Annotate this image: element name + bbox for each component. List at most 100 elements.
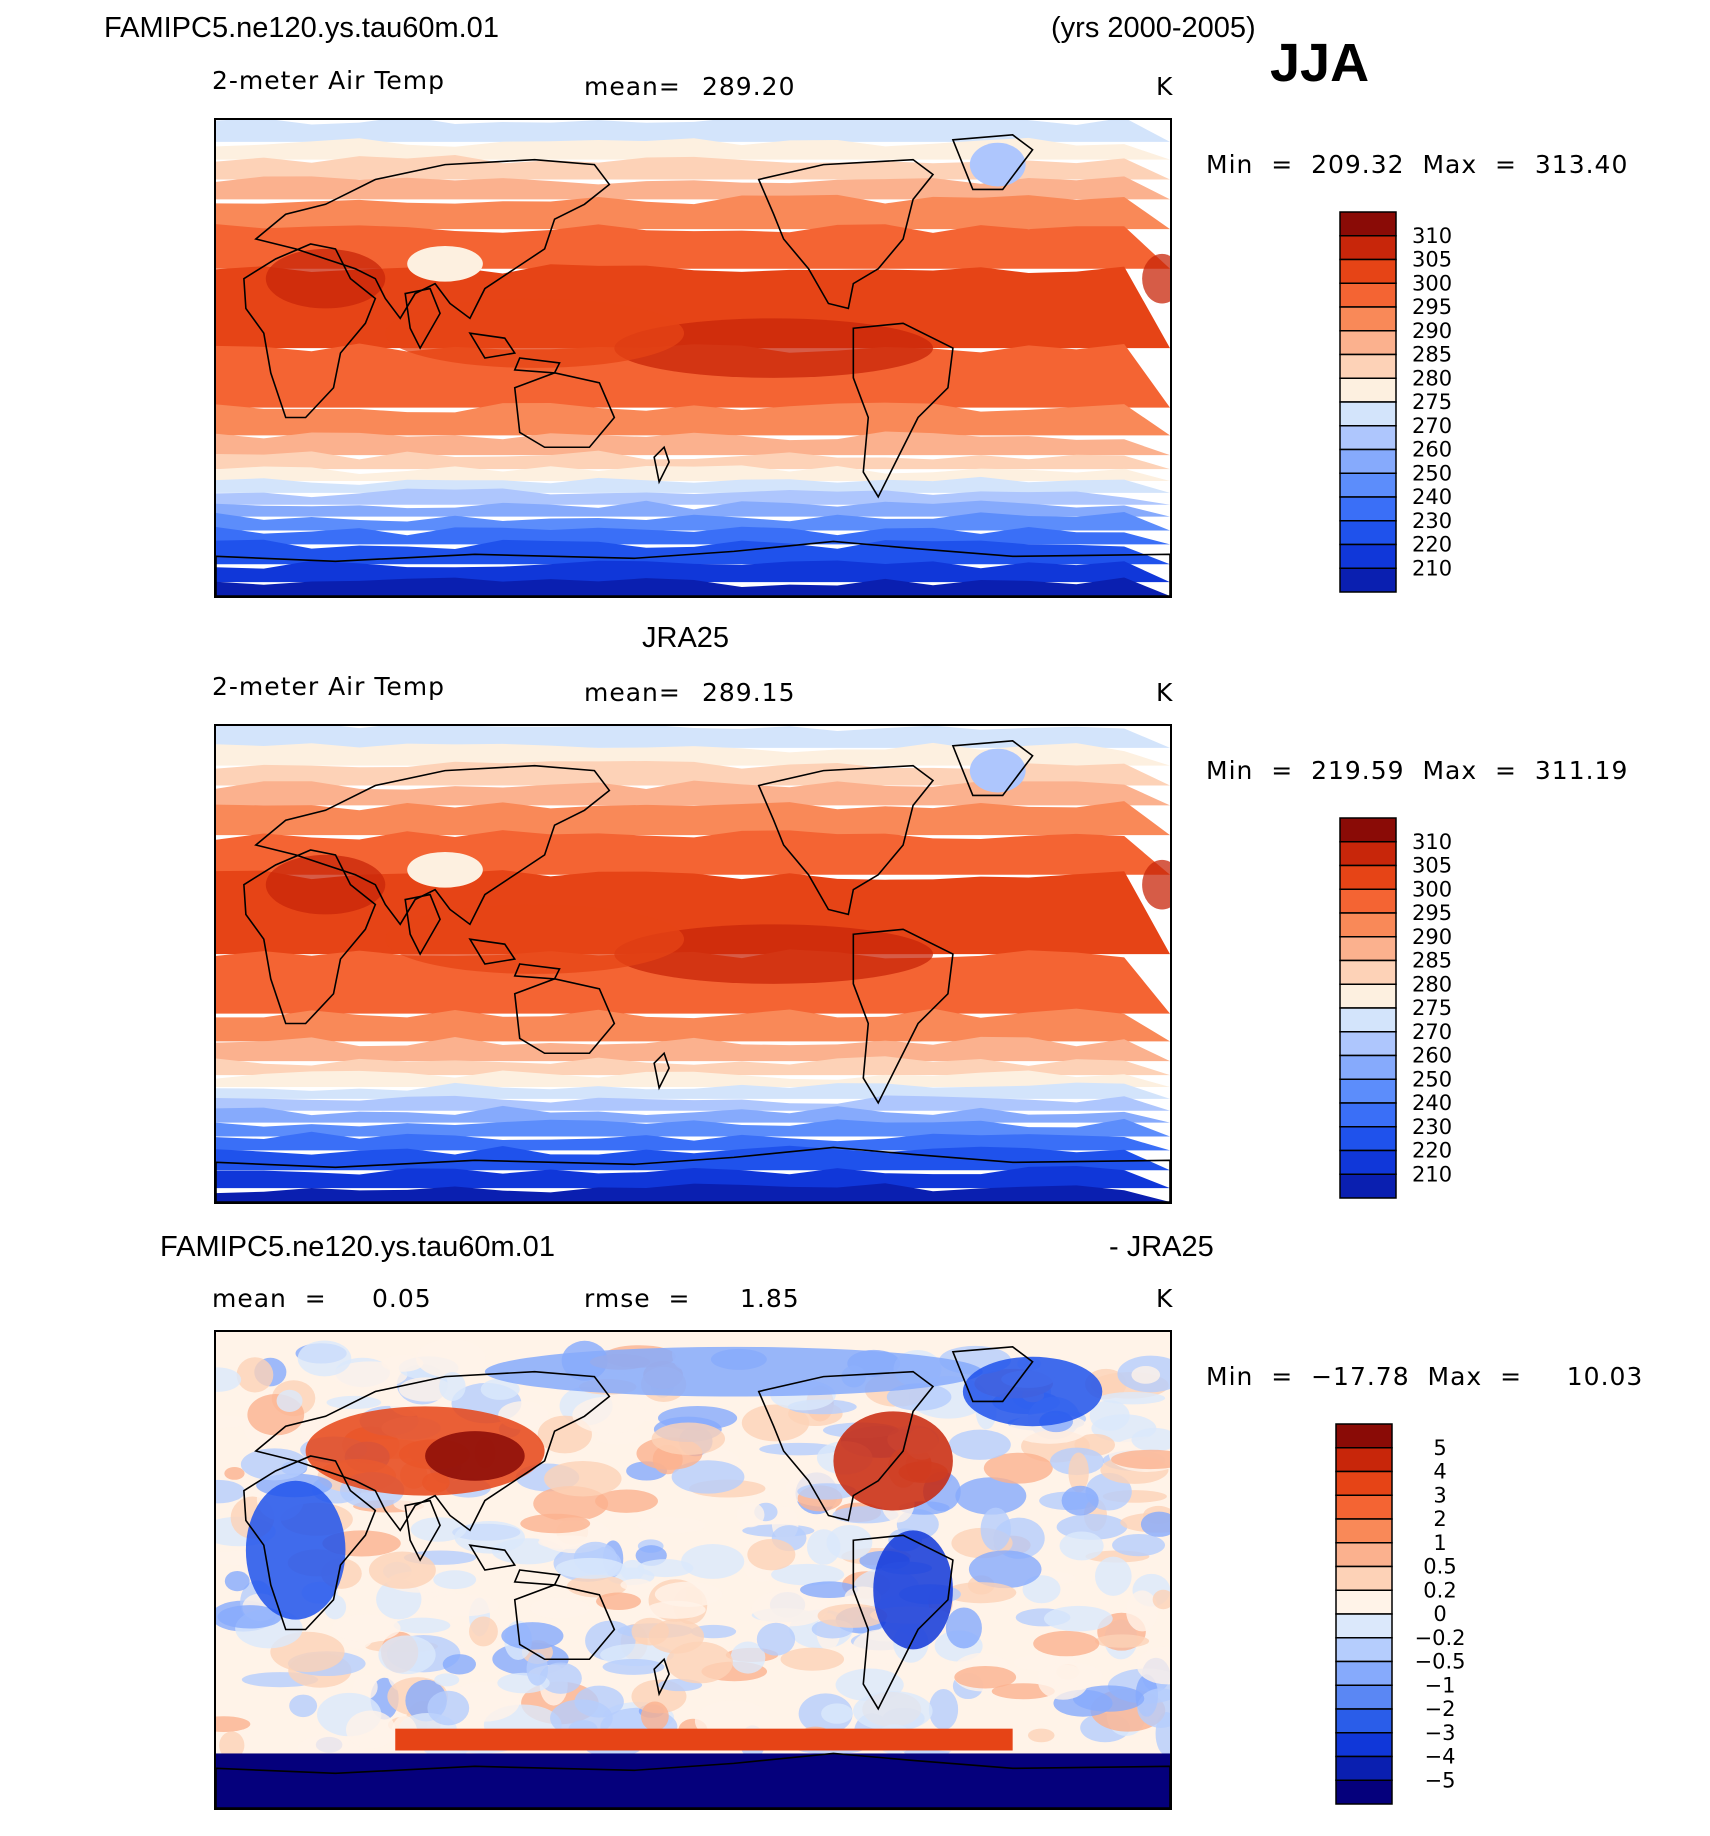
temperature-band [216, 120, 1170, 142]
colorbar-box [1339, 330, 1397, 356]
diff-blob [671, 1460, 745, 1494]
diff-blob [480, 1378, 520, 1400]
panel1-map [214, 118, 1172, 598]
coastline [513, 978, 616, 1055]
panel3-title-right: - JRA25 [1109, 1231, 1214, 1263]
diff-blob [1033, 1630, 1100, 1657]
temperature-band [216, 476, 1170, 493]
diff-blob [944, 1582, 1017, 1604]
season-label: JJA [1270, 33, 1370, 93]
coastline [468, 1544, 517, 1571]
coastline [468, 938, 517, 965]
diff-blob [945, 1607, 982, 1649]
diff-blob [539, 1662, 582, 1694]
diff-blob [747, 1538, 796, 1571]
colorbar-box [1339, 1102, 1397, 1128]
coastline [757, 158, 935, 310]
colorbar-box [1335, 1423, 1393, 1449]
temperature-band [216, 526, 1170, 545]
colorbar-box [1339, 1007, 1397, 1033]
diff-blob [544, 1460, 622, 1497]
colorbar-box [1339, 520, 1397, 546]
diff-blob [666, 1641, 733, 1684]
colorbar-tick-label: 310 [1412, 830, 1452, 854]
colorbar-tick-label: 210 [1412, 556, 1452, 580]
colorbar-tick-label: −2 [1425, 1697, 1456, 1721]
diff-blob [216, 1479, 245, 1504]
colorbar-tick-label: 280 [1412, 366, 1452, 390]
diff-blob [289, 1694, 318, 1718]
diff-strong-anomaly [873, 1530, 953, 1650]
diff-strong-anomaly [425, 1431, 525, 1481]
diff-blob [219, 1731, 245, 1760]
colorbar-box [1335, 1542, 1393, 1568]
diff-blob [1140, 1511, 1170, 1537]
coastline [513, 1584, 616, 1661]
diff-blob [529, 1597, 590, 1619]
diff-blob [378, 1635, 436, 1675]
diff-blob [555, 1557, 626, 1579]
colorbar-box [1335, 1447, 1393, 1473]
colorbar-tick-label: −3 [1425, 1721, 1456, 1745]
coastline [254, 1370, 611, 1532]
diff-blob [1022, 1575, 1061, 1604]
colorbar-tick-label: 230 [1412, 509, 1452, 533]
temperature-band [216, 726, 1170, 748]
colorbar-tick-label: −5 [1425, 1768, 1456, 1792]
temperature-band [216, 1131, 1170, 1151]
panel2-units: K [1156, 678, 1174, 707]
colorbar-box [1339, 1031, 1397, 1057]
colorbar-box [1335, 1755, 1393, 1781]
colorbar-box [1339, 841, 1397, 867]
temperature-band [216, 1118, 1170, 1137]
diff-blob [980, 1507, 1011, 1551]
panel3-minmax: Min = −17.78 Max = 10.03 [1206, 1362, 1644, 1391]
diff-blob [352, 1674, 378, 1700]
panel2-mean-value: 289.15 [702, 678, 796, 707]
colorbar-tick-label: 5 [1433, 1436, 1446, 1460]
panel2-colorbar: 310 305 300 295 290 285 280 275 270 260 250 240 230 2… [1339, 817, 1500, 1203]
diff-blob [1111, 1449, 1170, 1470]
diff-blob [236, 1357, 274, 1393]
coastline [852, 1534, 954, 1711]
diff-blob [955, 1477, 1027, 1515]
diff-strong-anomaly [245, 1480, 346, 1620]
diff-blob [224, 1467, 245, 1480]
coastline [243, 1455, 377, 1631]
coastline [254, 764, 611, 926]
coastline [653, 1051, 670, 1091]
colorbar-tick-label: 305 [1412, 854, 1452, 878]
colorbar-tick-label: 305 [1412, 248, 1452, 272]
coastline [653, 445, 670, 485]
diff-blob [526, 1652, 549, 1686]
colorbar-tick-label: −0.5 [1415, 1650, 1466, 1674]
coastline [216, 1146, 1170, 1202]
diff-blob [216, 1716, 251, 1732]
colorbar-box [1335, 1779, 1393, 1805]
diff-blob [1043, 1605, 1113, 1632]
diff-blob [886, 1383, 952, 1411]
colorbar-box [1339, 1126, 1397, 1152]
diff-blob [1037, 1662, 1103, 1689]
temperature-band [216, 137, 1170, 160]
diff-blob [821, 1703, 853, 1724]
diff-blob [1100, 1391, 1166, 1405]
temperature-band [216, 1036, 1170, 1062]
colorbar-tick-label: 260 [1412, 438, 1452, 462]
coastline [852, 928, 954, 1105]
temperature-band [216, 1082, 1170, 1099]
diff-strong-anomaly [833, 1411, 953, 1511]
colorbar-tick-label: −1 [1425, 1673, 1456, 1697]
temperature-band [216, 742, 1170, 766]
colorbar-tick-label: −4 [1425, 1745, 1456, 1769]
colorbar-tick-label: 300 [1412, 271, 1452, 295]
diff-blob [439, 1372, 466, 1401]
colorbar-tick-label: 310 [1412, 224, 1452, 248]
diff-blob [620, 1578, 653, 1591]
diff-blob [637, 1559, 694, 1578]
colorbar-tick-label: 0 [1433, 1602, 1446, 1626]
diff-blob [297, 1340, 352, 1377]
diff-blob [759, 1442, 839, 1456]
temperature-band [216, 431, 1170, 456]
